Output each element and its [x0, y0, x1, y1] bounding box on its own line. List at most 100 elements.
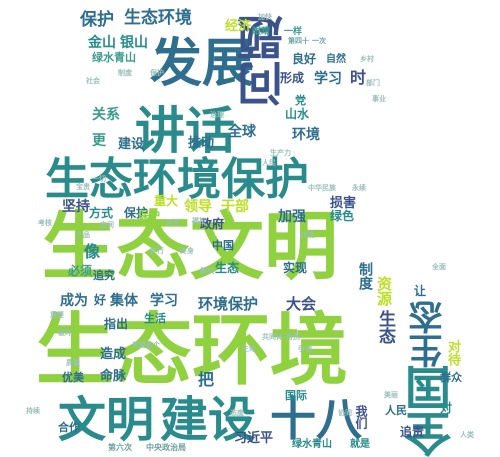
word: 生态: [375, 310, 395, 344]
word: 生活: [144, 312, 166, 325]
word: 保护: [124, 206, 149, 220]
word: 重大: [154, 194, 179, 208]
word: 群众: [440, 371, 462, 384]
word: 绿水青山: [92, 51, 136, 64]
word: 第六次: [108, 443, 132, 452]
word: 良好: [292, 52, 317, 66]
word: 方式: [89, 206, 114, 220]
word: 对待: [445, 340, 460, 366]
word: 保护: [80, 10, 114, 30]
word: 一样: [284, 27, 303, 37]
word: 关键: [132, 341, 146, 349]
word: 成为: [60, 293, 88, 309]
word: 命脉: [100, 369, 127, 384]
word: 红线: [300, 231, 314, 239]
word: 经济: [225, 19, 252, 34]
word: 福祉: [192, 217, 206, 225]
word: 十八: [270, 392, 362, 446]
word: 生产力: [270, 149, 291, 157]
word: 一次: [312, 37, 326, 45]
word: 人民: [262, 159, 276, 167]
word: 指出: [104, 317, 129, 331]
word: 推动: [188, 136, 215, 151]
word: 对: [440, 401, 453, 415]
word: 部门: [366, 79, 380, 87]
word: 资源: [375, 276, 393, 306]
word: 人类: [460, 431, 474, 439]
word: 银山: [120, 35, 148, 51]
word: 形成: [280, 71, 305, 85]
word: 中华民族: [308, 184, 336, 192]
word: 追责: [400, 425, 425, 439]
word: 空间: [100, 221, 114, 229]
word: 乡村: [360, 55, 374, 63]
word: 大会: [286, 295, 317, 313]
word: 永续: [352, 184, 366, 192]
word: 全面: [432, 263, 446, 271]
word: 这个: [146, 341, 160, 349]
word: 民生: [166, 219, 180, 227]
word: 解决: [200, 267, 214, 275]
word: 生态环境保护: [45, 154, 309, 205]
word: 共同体: [262, 333, 283, 341]
word: 领导: [184, 199, 212, 215]
word: 党: [295, 94, 306, 107]
word: 质量: [66, 359, 80, 367]
word: 保护: [138, 209, 160, 222]
word: 学习: [314, 71, 342, 87]
word: 加强: [278, 209, 306, 225]
word: 发展: [150, 34, 255, 94]
word: 像: [84, 242, 101, 261]
word: 制度: [118, 69, 132, 77]
word: 必须: [68, 264, 93, 278]
word: 建设: [118, 137, 145, 152]
word: 一切: [92, 175, 106, 183]
word: 特别: [286, 333, 300, 341]
word: 好: [94, 293, 107, 307]
word: 实行: [150, 247, 164, 255]
word: 环境保护: [198, 295, 259, 313]
word: 人民: [385, 404, 407, 417]
word: 持续: [26, 407, 40, 415]
word: 中央政治局: [146, 443, 186, 452]
word: 事业: [372, 95, 386, 103]
word: 第四十: [288, 37, 309, 45]
word: 把: [198, 370, 215, 389]
word: 制度: [357, 262, 373, 290]
word: 合作: [58, 421, 80, 434]
word: 环境: [292, 127, 320, 143]
word: 坚持: [62, 199, 90, 215]
word: 宝贵: [76, 183, 90, 191]
word: 让: [414, 284, 427, 298]
word: 绿水青山: [292, 439, 332, 450]
word: 我们: [354, 405, 368, 429]
word: 实现: [283, 261, 308, 275]
word: 社会: [86, 77, 100, 85]
word: 更: [92, 133, 106, 149]
word: 生命: [242, 345, 256, 353]
word: 生态文明: [42, 204, 338, 290]
word: 讲话: [135, 102, 235, 160]
word: 国际: [285, 389, 307, 402]
word: 全球: [228, 124, 256, 140]
word: 学习: [150, 293, 178, 309]
word: 生态: [409, 300, 449, 368]
word: 生态环境: [124, 8, 192, 28]
word: 政府: [200, 217, 225, 231]
word: 生态: [215, 261, 240, 275]
word: 美丽: [384, 391, 398, 399]
word: 集体: [110, 293, 138, 309]
word: 破坏: [58, 329, 72, 337]
word: 产品: [76, 231, 90, 239]
word: 生态环境: [36, 306, 349, 396]
word: 自然: [326, 54, 346, 65]
word: 眼睛: [252, 27, 271, 37]
word: 文明: [58, 392, 155, 448]
word: 金山: [88, 35, 116, 51]
word: 引领: [298, 345, 312, 353]
word: 绿色: [330, 209, 355, 223]
word: 就是: [350, 439, 370, 450]
word: 造成: [100, 347, 127, 362]
word: 损害: [330, 196, 357, 211]
